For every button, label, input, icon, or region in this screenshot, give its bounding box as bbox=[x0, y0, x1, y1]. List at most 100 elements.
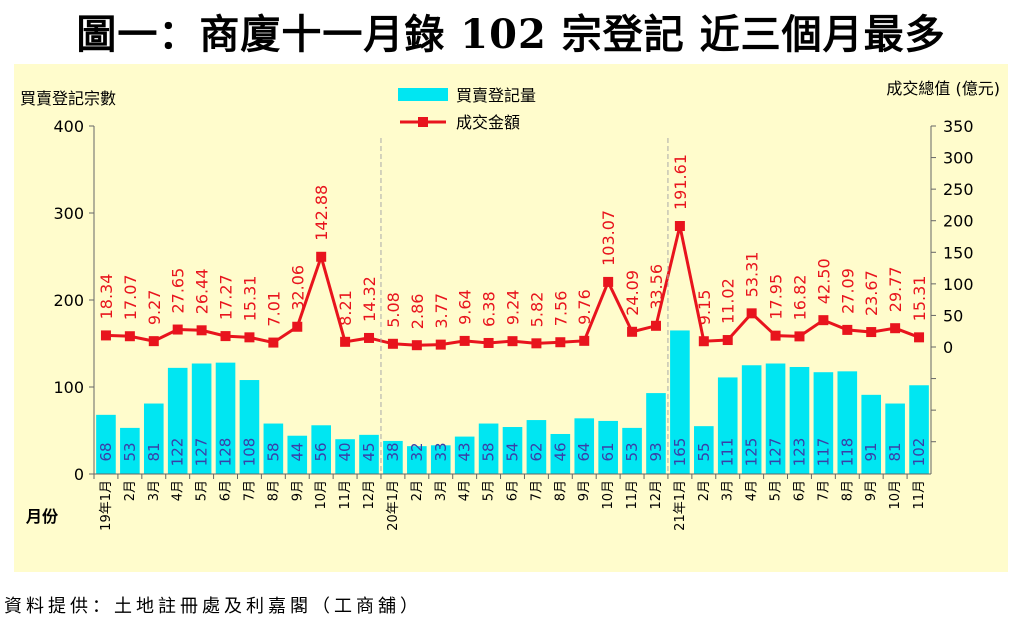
bar-value-label: 33 bbox=[432, 442, 450, 461]
bar bbox=[717, 377, 738, 474]
bar bbox=[215, 362, 236, 474]
legend-bar-label: 買賣登記量 bbox=[456, 86, 536, 105]
line-value-label: 9.76 bbox=[575, 289, 594, 325]
bar-value-label: 68 bbox=[97, 442, 115, 461]
line-marker bbox=[387, 338, 398, 349]
line-marker bbox=[579, 335, 590, 346]
y-right-tick-label: 100 bbox=[943, 275, 974, 294]
line-marker bbox=[316, 251, 327, 262]
bar bbox=[120, 427, 140, 474]
bar bbox=[909, 385, 929, 474]
bar bbox=[311, 425, 331, 474]
x-tick-label: 3月 bbox=[147, 480, 162, 501]
plot-background bbox=[14, 64, 1008, 572]
bar bbox=[526, 420, 547, 474]
x-tick-label: 5月 bbox=[482, 480, 497, 501]
legend-line-label: 成交金額 bbox=[456, 113, 520, 132]
line-marker bbox=[172, 324, 183, 335]
line-value-label: 26.44 bbox=[193, 268, 212, 314]
line-value-label: 6.38 bbox=[480, 291, 499, 327]
bar-value-label: 118 bbox=[838, 438, 856, 467]
bar bbox=[359, 434, 379, 474]
bar bbox=[239, 380, 260, 474]
line-value-label: 27.09 bbox=[838, 268, 857, 314]
line-marker bbox=[842, 324, 853, 335]
bar bbox=[837, 371, 858, 474]
bar-value-label: 53 bbox=[121, 442, 139, 461]
bar-value-label: 122 bbox=[169, 438, 187, 467]
x-tick-label: 11月 bbox=[338, 480, 353, 510]
bar bbox=[502, 427, 523, 474]
bar-value-label: 81 bbox=[145, 442, 163, 461]
y-right-tick-label: 150 bbox=[943, 243, 974, 262]
bar bbox=[430, 445, 451, 474]
bar-value-label: 58 bbox=[480, 442, 498, 461]
line-series: 18.34 17.07 9.27 27.65 26.44 17.27 15.31 7.01 32… bbox=[97, 154, 929, 351]
line-value-label: 53.31 bbox=[743, 252, 762, 298]
line-marker bbox=[531, 338, 542, 349]
x-axis-title: 月份 bbox=[25, 507, 59, 526]
x-tick-label: 9月 bbox=[864, 480, 879, 501]
x-tick-label: 8月 bbox=[553, 480, 568, 501]
line-marker bbox=[100, 330, 111, 341]
y-right-tick-label: 50 bbox=[943, 306, 963, 325]
bar-value-label: 127 bbox=[193, 438, 211, 467]
line-marker bbox=[340, 336, 351, 347]
y-left-label: 買賣登記宗數 bbox=[20, 89, 116, 108]
line-marker bbox=[603, 276, 614, 287]
bar bbox=[383, 440, 403, 474]
line-value-label: 18.34 bbox=[97, 274, 116, 320]
bar bbox=[574, 418, 595, 474]
x-tick-label: 11月 bbox=[912, 480, 927, 510]
bar-value-label: 44 bbox=[288, 442, 306, 461]
line-marker bbox=[674, 221, 685, 232]
line-value-label: 14.32 bbox=[360, 276, 379, 322]
bar-value-label: 128 bbox=[217, 438, 235, 467]
source-note: 資料提供：土地註冊處及利嘉閣（工商舖） bbox=[4, 596, 422, 617]
bar bbox=[670, 330, 690, 474]
x-tick-label: 6月 bbox=[219, 480, 234, 501]
bar bbox=[741, 365, 762, 474]
x-tick-label: 2月 bbox=[410, 480, 425, 501]
bar bbox=[191, 363, 212, 474]
line-marker bbox=[746, 308, 757, 319]
combo-chart: 0 100 200 300 400 0 50 100 150 200 250 300 350 68 53… bbox=[14, 64, 1008, 572]
chart-title: 圖一：商廈十一月錄 102 宗登記 近三個月最多 bbox=[76, 11, 946, 58]
line-value-label: 23.67 bbox=[862, 270, 881, 316]
bar-value-label: 123 bbox=[790, 438, 808, 467]
line-value-label: 42.50 bbox=[814, 258, 833, 304]
bar bbox=[263, 423, 284, 474]
bar bbox=[765, 363, 786, 474]
line-value-label: 17.27 bbox=[217, 274, 236, 320]
x-axis: 19年1月 2月 3月 4月 5月 6月 7月 8月 9月 10月 11月 12月 20年1月 2月 3月 4… bbox=[93, 138, 931, 531]
x-tick-label: 5月 bbox=[195, 480, 210, 501]
y-right-tick-label: 200 bbox=[943, 212, 974, 231]
x-tick-label: 12月 bbox=[362, 480, 377, 510]
bar bbox=[287, 435, 308, 474]
bar-value-label: 127 bbox=[767, 438, 785, 467]
bar bbox=[622, 427, 642, 474]
line-value-label: 7.01 bbox=[264, 291, 283, 327]
y-left-tick-label: 100 bbox=[53, 378, 84, 397]
y-left-tick-label: 0 bbox=[74, 465, 84, 484]
bar-value-label: 43 bbox=[456, 442, 474, 461]
x-tick-label: 10月 bbox=[888, 480, 903, 510]
line-marker bbox=[866, 327, 877, 338]
line-value-label: 7.56 bbox=[551, 291, 570, 327]
bar bbox=[861, 394, 882, 474]
legend: 買賣登記量 成交金額 bbox=[398, 86, 536, 132]
x-tick-label: 7月 bbox=[529, 480, 544, 501]
y-axis-left: 0 100 200 300 400 bbox=[53, 117, 95, 484]
legend-bar-swatch bbox=[398, 88, 448, 101]
y-right-tick-label: 250 bbox=[943, 180, 974, 199]
line-value-label: 11.02 bbox=[719, 278, 738, 324]
bar-value-label: 61 bbox=[599, 442, 617, 461]
x-tick-label: 8月 bbox=[840, 480, 855, 501]
x-tick-label: 21年1月 bbox=[673, 480, 688, 531]
bar-value-label: 62 bbox=[527, 442, 545, 461]
bar bbox=[885, 403, 905, 474]
line-marker bbox=[507, 336, 518, 347]
line-value-label: 17.07 bbox=[121, 274, 140, 320]
line-value-label: 9.27 bbox=[145, 290, 164, 326]
line-marker bbox=[890, 323, 901, 334]
